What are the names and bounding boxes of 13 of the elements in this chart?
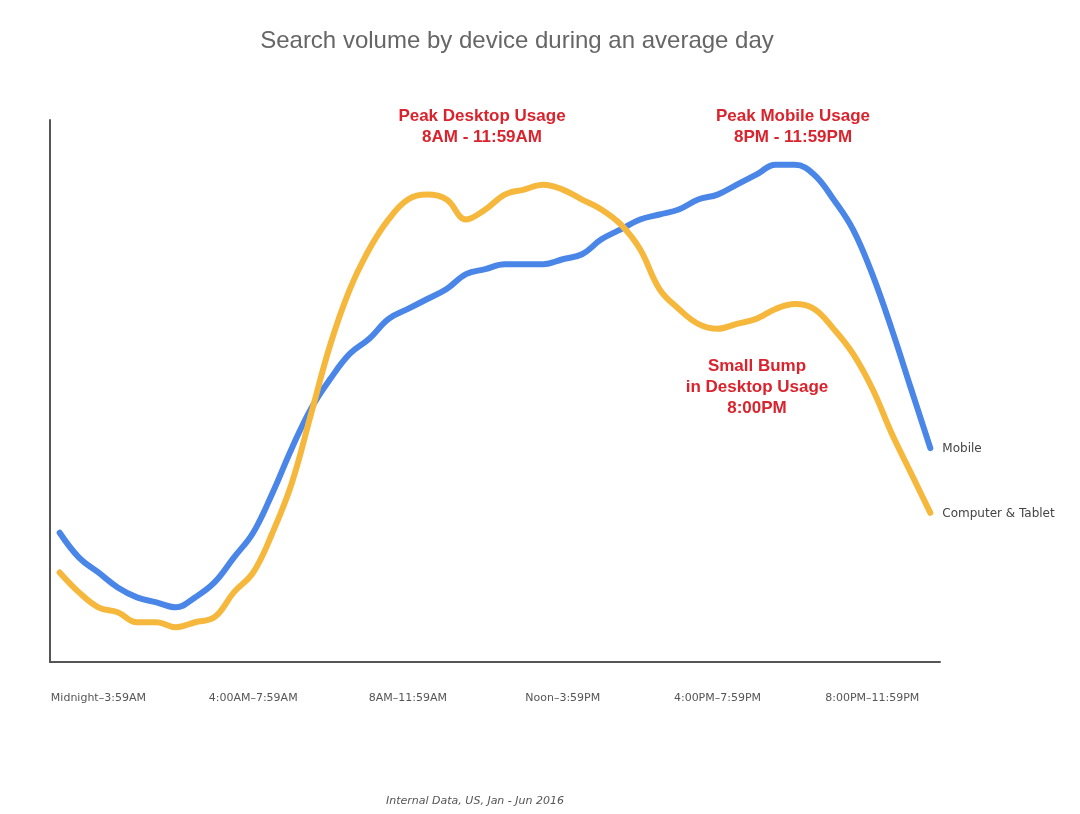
x-tick-label: 8AM–11:59AM <box>368 691 448 704</box>
x-tick-label: 8:00PM–11:59PM <box>825 691 920 704</box>
x-tick-label: 4:00AM–7:59AM <box>208 691 298 704</box>
x-tick-label: 4:00PM–7:59PM <box>673 691 762 704</box>
annotation: Small Bump in Desktop Usage 8:00PM <box>685 356 829 417</box>
text: Peak Desktop Usage 8AM - 11:59AM <box>398 106 566 146</box>
chart-title: Search volume by device during an average day <box>260 25 774 53</box>
series-label: Mobile <box>942 441 982 456</box>
text: Internal Data, US, Jan - Jun 2016 <box>386 793 564 807</box>
series-label: Computer & Tablet <box>942 505 1055 520</box>
x-tick-label: Midnight–3:59AM <box>50 691 146 704</box>
text: Peak Mobile Usage 8PM - 11:59PM <box>715 106 871 146</box>
x-tick-label: Noon–3:59PM <box>525 691 601 704</box>
